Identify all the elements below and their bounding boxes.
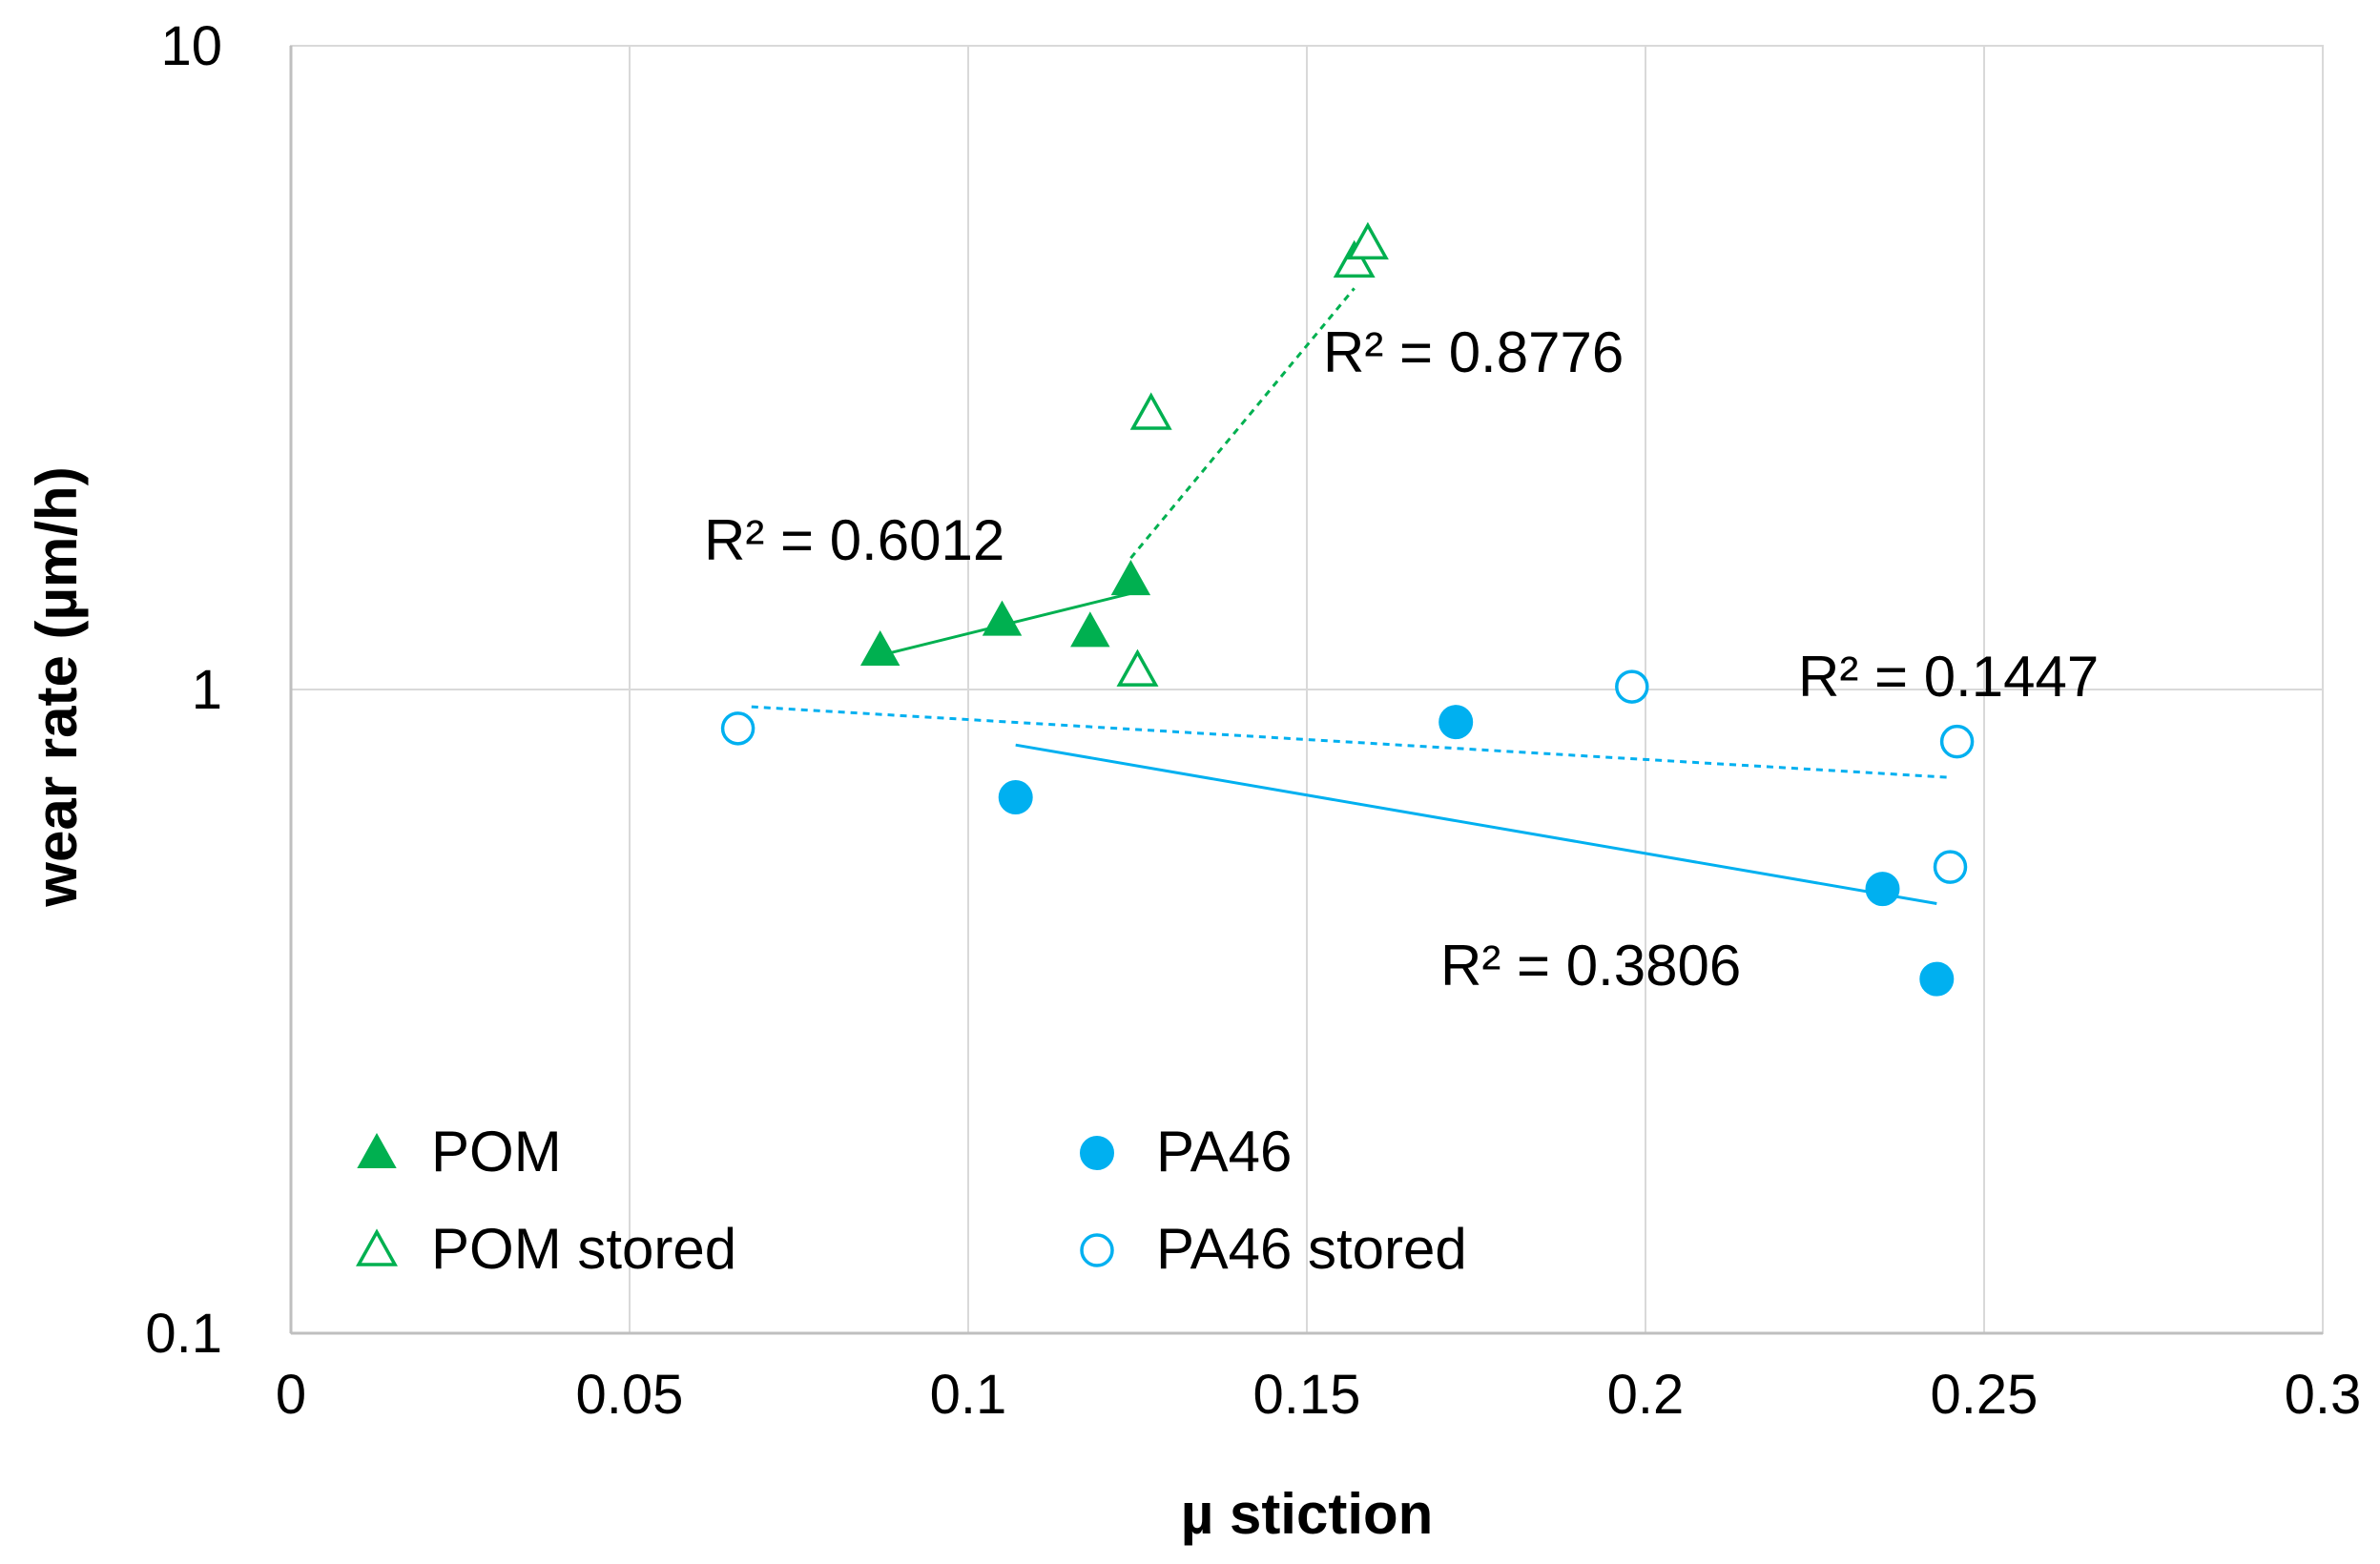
x-tick-label: 0.3 <box>2285 1364 2362 1426</box>
r2-label-pa46: R² = 0.3806 <box>1440 934 1741 998</box>
trendline-pa46-stored <box>751 705 1951 779</box>
point-pa46 <box>1438 705 1474 740</box>
trendline-pom-stored <box>1129 287 1356 560</box>
legend-marker-pom <box>357 1132 397 1168</box>
x-tick-label: 0.15 <box>1253 1364 1361 1426</box>
point-pom-stored <box>1333 239 1376 278</box>
point-pa46 <box>1865 872 1900 907</box>
r2-label-pa46-stored: R² = 0.1447 <box>1798 645 2099 709</box>
axes: 0 0.05 0.1 0.15 0.2 0.25 0.3 10 1 0.1 <box>145 15 2361 1426</box>
point-pom <box>859 629 900 667</box>
x-tick-label: 0 <box>276 1364 306 1426</box>
legend-label-pa46: PA46 <box>1156 1120 1292 1183</box>
x-tick-label: 0.1 <box>930 1364 1007 1426</box>
r2-label-pom-stored: R² = 0.8776 <box>1323 320 1624 384</box>
y-axis-title: wear rate (µm/h) <box>25 466 89 907</box>
r2-label-pom: R² = 0.6012 <box>704 508 1004 572</box>
x-tick-label: 0.2 <box>1607 1364 1685 1426</box>
y-tick-label: 0.1 <box>145 1303 222 1365</box>
x-tick-label: 0.25 <box>1931 1364 2039 1426</box>
point-pa46-stored <box>1939 724 1975 759</box>
legend-label-pom: POM <box>431 1120 562 1183</box>
point-pom <box>1110 560 1151 596</box>
legend-marker-pa46-stored <box>1080 1233 1114 1267</box>
legend-marker-pa46 <box>1080 1136 1114 1170</box>
point-pom <box>1070 611 1110 648</box>
point-pom-stored <box>1116 648 1159 687</box>
point-pa46-stored <box>720 711 755 746</box>
point-pom-stored <box>1346 221 1389 260</box>
point-pom-stored <box>1129 392 1172 430</box>
y-tick-label: 10 <box>160 15 222 77</box>
legend: POM POM stored PA46 PA46 stored <box>356 1120 1467 1281</box>
point-pa46 <box>998 780 1033 815</box>
point-pom <box>982 600 1023 636</box>
point-pa46-stored <box>1933 850 1968 884</box>
r2-annotations: R² = 0.6012 R² = 0.8776 R² = 0.3806 R² =… <box>704 320 2099 998</box>
trendline-pa46 <box>1015 743 1937 905</box>
x-tick-label: 0.05 <box>576 1364 684 1426</box>
x-axis-title: µ stiction <box>1181 1482 1434 1546</box>
legend-label-pa46-stored: PA46 stored <box>1156 1217 1467 1281</box>
data-points <box>720 221 1975 997</box>
y-tick-label: 1 <box>192 659 222 721</box>
point-pa46 <box>1919 961 1955 997</box>
legend-label-pom-stored: POM stored <box>431 1217 736 1281</box>
point-pa46-stored <box>1615 669 1649 704</box>
legend-marker-pom-stored <box>356 1228 398 1266</box>
